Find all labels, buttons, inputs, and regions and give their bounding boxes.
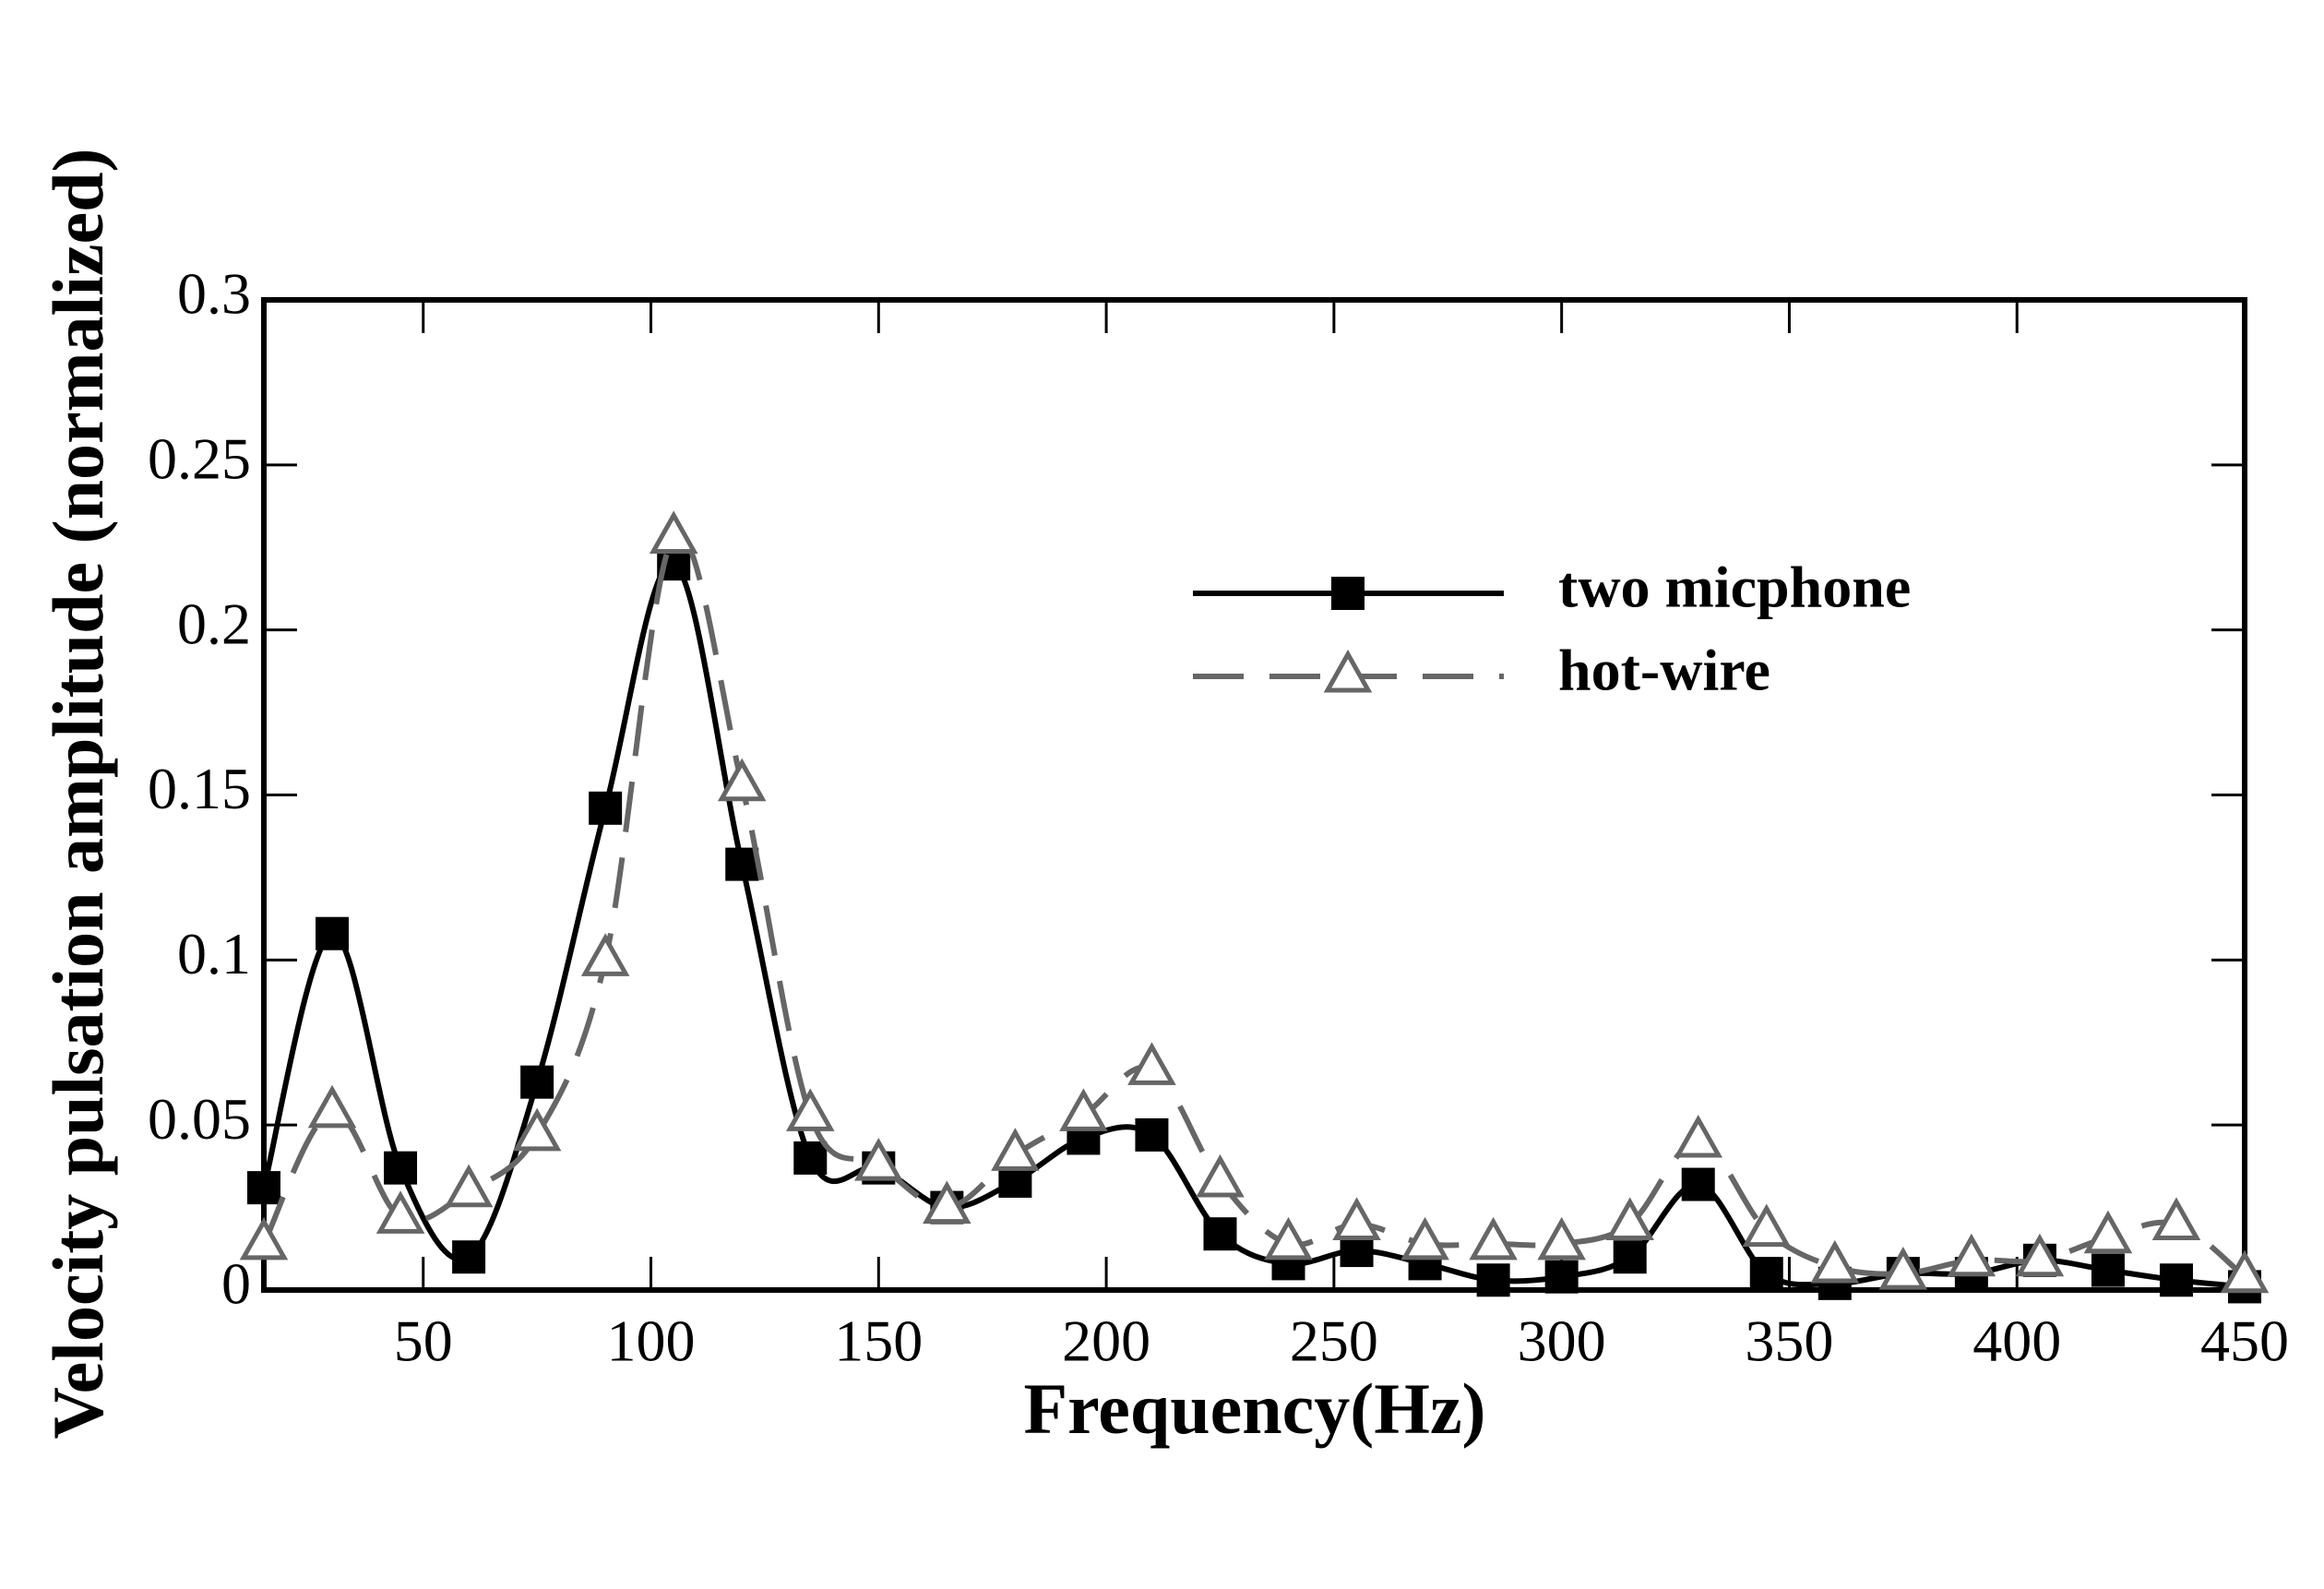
marker	[375, 1190, 425, 1234]
x-tick-label: 450	[2200, 1308, 2289, 1374]
marker	[1059, 1088, 1108, 1131]
marker	[2015, 1233, 2065, 1277]
legend-marker	[1331, 577, 1365, 610]
marker	[247, 1171, 280, 1205]
x-axis-title: Frequency(Hz)	[1023, 1368, 1485, 1449]
marker	[1947, 1233, 1996, 1277]
marker	[1742, 1203, 1792, 1248]
marker	[452, 1240, 486, 1274]
y-axis-title: Velocity pulsation amplitude (normalized…	[38, 149, 118, 1440]
marker	[649, 510, 698, 555]
marker	[1469, 1216, 1518, 1260]
marker	[1613, 1240, 1647, 1274]
series-line	[261, 561, 2246, 1290]
marker	[1749, 1257, 1783, 1291]
marker	[793, 1141, 828, 1175]
y-tick-label: 0.1	[177, 921, 251, 986]
y-tick-label: 0.2	[177, 591, 251, 656]
x-tick-label: 150	[834, 1308, 923, 1374]
x-tick-label: 50	[394, 1308, 453, 1374]
marker	[589, 791, 623, 825]
marker	[1332, 1197, 1381, 1240]
y-tick-label: 0.25	[148, 426, 251, 492]
x-tick-label: 350	[1745, 1308, 1833, 1374]
marker	[239, 1216, 289, 1260]
marker	[307, 1084, 357, 1129]
marker	[1681, 1167, 1715, 1201]
marker	[384, 1151, 418, 1185]
y-tick-label: 0.05	[148, 1086, 251, 1152]
marker	[1400, 1216, 1449, 1260]
plot-frame	[261, 297, 2247, 1293]
x-tick-label: 250	[1290, 1308, 1378, 1374]
marker	[1605, 1197, 1654, 1240]
marker	[785, 1088, 835, 1131]
marker	[854, 1138, 903, 1181]
x-tick-label: 200	[1062, 1308, 1150, 1374]
x-tick-label: 300	[1518, 1308, 1606, 1374]
marker	[717, 758, 767, 802]
marker	[512, 1107, 562, 1152]
marker	[1127, 1042, 1176, 1085]
marker	[1810, 1239, 1860, 1284]
x-tick-label: 400	[1972, 1308, 2061, 1374]
marker	[2091, 1253, 2125, 1287]
marker	[725, 847, 759, 881]
marker	[2159, 1263, 2193, 1297]
marker	[2220, 1249, 2270, 1294]
marker	[2151, 1197, 2201, 1240]
legend-label: hot-wire	[1558, 638, 1770, 703]
y-tick-label: 0.15	[148, 756, 251, 821]
series-line	[261, 532, 2247, 1280]
marker	[923, 1180, 971, 1225]
marker	[1203, 1217, 1237, 1251]
marker	[2083, 1210, 2133, 1254]
marker	[1878, 1247, 1928, 1290]
x-tick-label: 100	[607, 1308, 696, 1374]
marker	[1674, 1114, 1723, 1158]
marker	[444, 1164, 494, 1208]
marker	[1537, 1216, 1586, 1260]
y-tick-label: 0	[221, 1251, 251, 1317]
marker	[1544, 1260, 1579, 1294]
y-tick-label: 0.3	[177, 261, 251, 327]
marker	[520, 1065, 554, 1099]
marker	[1476, 1263, 1510, 1297]
marker	[580, 933, 630, 976]
marker	[1264, 1216, 1313, 1260]
marker	[316, 916, 350, 950]
marker	[1196, 1153, 1245, 1198]
legend-marker	[1323, 649, 1373, 693]
legend-label: two micphone	[1558, 555, 1911, 620]
marker	[991, 1128, 1040, 1171]
marker	[1135, 1117, 1169, 1152]
